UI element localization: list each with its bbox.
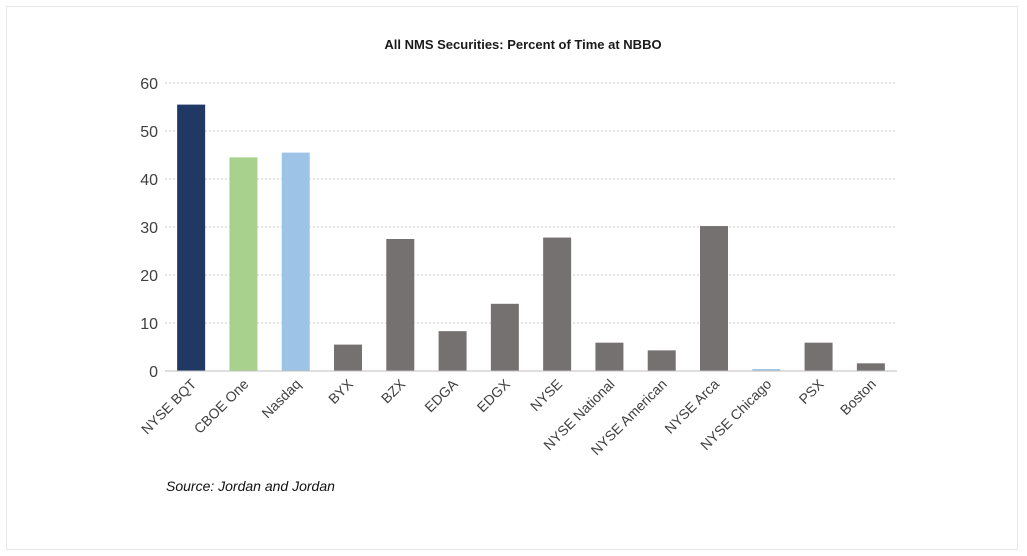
y-tick-label: 40 bbox=[140, 172, 158, 189]
bar-nyse-arca bbox=[700, 226, 728, 371]
bar-nasdaq bbox=[281, 152, 310, 371]
gridlines bbox=[165, 82, 897, 324]
x-tick-label: NYSE bbox=[527, 376, 565, 414]
x-tick-label: BZX bbox=[378, 375, 409, 406]
bar-cboe-one bbox=[229, 157, 258, 371]
x-tick-label: PSX bbox=[796, 375, 828, 407]
x-tick-label: CBOE One bbox=[191, 376, 252, 437]
bar-nyse bbox=[543, 237, 572, 371]
x-tick-label: NYSE BQT bbox=[138, 375, 200, 437]
bar-nyse-american bbox=[647, 350, 676, 371]
y-tick-label: 0 bbox=[149, 364, 158, 381]
x-tick-label: Boston bbox=[837, 376, 879, 418]
source-note: Source: Jordan and Jordan bbox=[166, 478, 335, 494]
bar-edga bbox=[438, 331, 467, 371]
bar-nyse-national bbox=[595, 342, 624, 371]
bar-edgx bbox=[490, 303, 519, 371]
bar-nyse-bqt bbox=[177, 104, 206, 371]
chart-title: All NMS Securities: Percent of Time at N… bbox=[384, 37, 661, 52]
bar-bzx bbox=[386, 239, 415, 371]
x-tick-label: Nasdaq bbox=[258, 376, 303, 421]
y-tick-label: 20 bbox=[140, 268, 158, 285]
y-tick-label: 30 bbox=[140, 220, 158, 237]
bar-nyse-chicago bbox=[752, 369, 781, 371]
bar-psx bbox=[804, 342, 833, 371]
y-axis-ticks: 0 10 20 30 40 50 60 bbox=[140, 76, 158, 381]
x-tick-label: BYX bbox=[325, 375, 357, 407]
y-tick-label: 60 bbox=[140, 76, 158, 93]
bar-boston bbox=[856, 363, 885, 371]
x-tick-label: EDGX bbox=[474, 375, 514, 415]
y-tick-label: 50 bbox=[140, 124, 158, 141]
y-tick-label: 10 bbox=[140, 316, 158, 333]
chart-frame bbox=[6, 6, 1018, 550]
bars bbox=[177, 104, 885, 371]
bar-byx bbox=[334, 344, 362, 371]
x-tick-label: EDGA bbox=[421, 375, 461, 415]
